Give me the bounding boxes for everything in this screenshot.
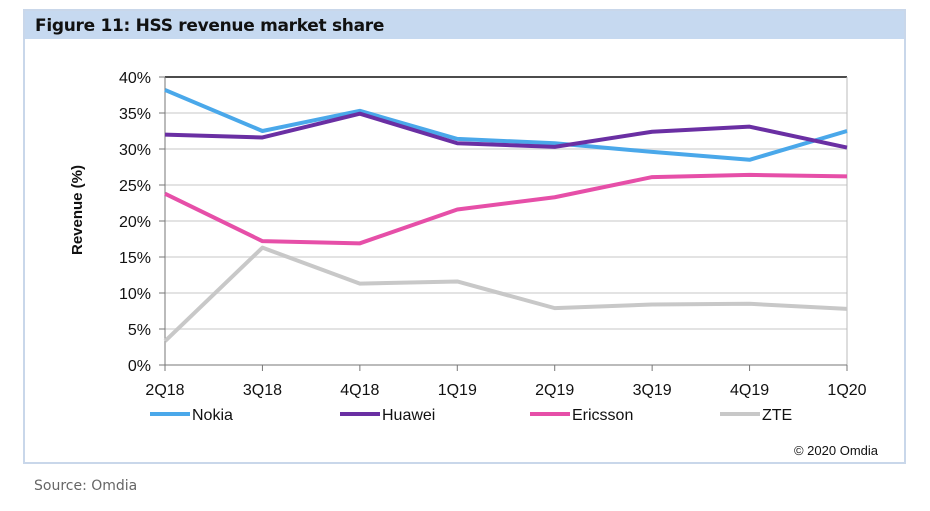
gridlines (165, 112, 847, 330)
x-tick-label: 1Q20 (827, 382, 866, 399)
source-note: Source: Omdia (34, 478, 138, 494)
legend-label-zte: ZTE (762, 407, 792, 424)
y-tick-label: 40% (119, 70, 151, 87)
y-tick-label: 20% (119, 214, 151, 231)
legend-label-nokia: Nokia (192, 407, 233, 424)
legend-label-ericsson: Ericsson (572, 407, 633, 424)
x-tick-label: 2Q18 (145, 382, 184, 399)
x-tick-label: 3Q19 (633, 382, 672, 399)
axes: 0% 5% 10% 15% 20% 25% 30% 35% 40% 2Q18 3Q18 4Q18 1Q1… (119, 70, 867, 399)
x-tick-label: 4Q18 (340, 382, 379, 399)
series-lines (163, 88, 848, 343)
legend: Nokia Huawei Ericsson ZTE (150, 407, 792, 424)
y-tick-label: 15% (119, 250, 151, 267)
title-bar: Figure 11: HSS revenue market share (25, 11, 904, 39)
y-tick-label: 10% (119, 286, 151, 303)
legend-label-huawei: Huawei (382, 407, 435, 424)
series-line-ericsson (164, 172, 848, 246)
y-axis-label: Revenue (%) (69, 165, 86, 255)
x-tick-label: 2Q19 (535, 382, 574, 399)
figure-frame: Figure 11: HSS revenue market share (23, 9, 906, 464)
series-line-zte (163, 245, 848, 343)
y-tick-label: 0% (128, 358, 151, 375)
x-tick-label: 4Q19 (730, 382, 769, 399)
copyright: © 2020 Omdia (794, 443, 879, 458)
y-tick-label: 5% (128, 322, 151, 339)
y-tick-label: 25% (119, 178, 151, 195)
series-line-nokia (164, 88, 848, 162)
y-tick-label: 35% (119, 106, 151, 123)
x-tick-label: 1Q19 (438, 382, 477, 399)
figure-title: Figure 11: HSS revenue market share (35, 16, 385, 36)
series-line-huawei (164, 111, 848, 150)
y-tick-label: 30% (119, 142, 151, 159)
x-tick-label: 3Q18 (243, 382, 282, 399)
